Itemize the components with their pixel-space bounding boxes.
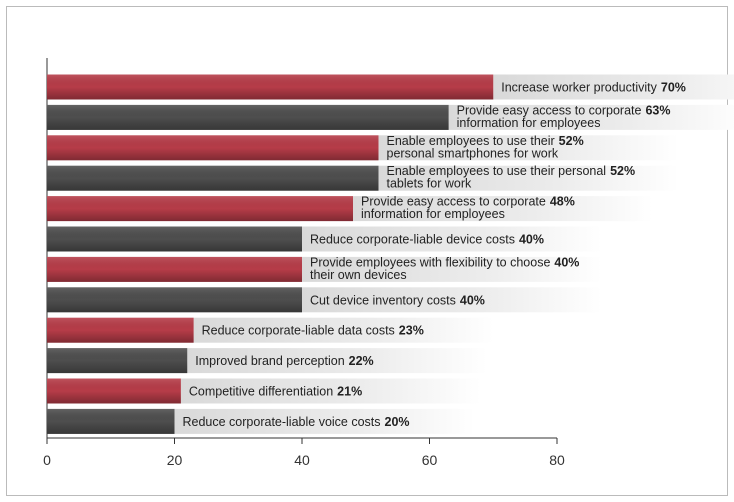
x-tick-label: 0 [43,452,51,468]
label-background [180,378,481,404]
label-background [174,408,475,434]
bar-label: Enable employees to use their 52% personal… [387,134,584,161]
bar-shade [47,104,449,130]
bar-label: Reduce corporate-liable device costs 40% [310,233,544,247]
bar-shade [47,165,379,191]
label-background [302,256,602,282]
bar-label: Competitive differentiation 21% [189,385,362,399]
value-label: 21% [337,385,362,399]
value-label: 23% [399,324,424,338]
label-background [302,226,602,252]
x-tick-label: 20 [167,452,183,468]
category-label: Provide easy access to corporate [457,103,642,117]
category-label: Provide easy access to corporate [361,195,546,209]
value-label: 40% [519,233,544,247]
label-background [448,104,734,130]
bar-label: Reduce corporate-liable voice costs 20% [183,415,410,429]
category-label: information for employees [457,116,601,130]
bar-label: Provide employees with flexibility to ch… [310,255,579,282]
category-label: Increase worker productivity [501,81,657,95]
category-label: tablets for work [387,177,473,191]
category-label: their own devices [310,268,407,282]
category-label: information for employees [361,207,505,221]
bar-label: Provide easy access to corporate 63% infor… [457,103,671,129]
label-background [302,287,602,313]
label-background [378,135,679,161]
label-background [193,317,494,343]
value-label: 20% [385,415,410,429]
x-tick-label: 40 [294,452,310,468]
value-label: 48% [550,195,575,209]
category-label: Enable employees to use their personal [387,164,607,178]
value-label: 70% [661,81,686,95]
bar-shade [47,135,379,161]
x-tick-label: 80 [549,452,565,468]
category-label: personal smartphones for work [387,146,559,160]
label-background [187,348,488,374]
bar-label: Reduce corporate-liable data costs 23% [202,324,424,338]
x-tick-label: 60 [422,452,438,468]
label-background [353,196,653,222]
label-background [378,165,679,191]
bar-shade [47,408,175,434]
value-label: 63% [645,103,670,117]
category-label: Improved brand perception [195,354,344,368]
label-background [493,74,734,100]
bar-label: Enable employees to use their personal 52… [387,164,636,191]
category-label: Enable employees to use their [387,134,555,148]
bar-shade [47,378,181,404]
bar-label: Improved brand perception 22% [195,354,373,368]
bar-label: Cut device inventory costs 40% [310,293,485,307]
category-label: Competitive differentiation [189,385,333,399]
bar-label: Increase worker productivity 70% [501,81,686,95]
bar-shade [47,287,302,313]
category-label: Reduce corporate-liable data costs [202,324,395,338]
bar-shade [47,348,188,374]
bar-shade [47,74,494,100]
value-label: 40% [554,255,579,269]
bar-shade [47,226,302,252]
category-label: Cut device inventory costs [310,293,456,307]
frame [6,6,728,496]
value-label: 52% [610,164,635,178]
category-label: Provide employees with flexibility to ch… [310,255,550,269]
bar-shade [47,317,194,343]
bar-shade [47,256,302,282]
value-label: 40% [460,293,485,307]
bar-shade [47,196,353,222]
category-label: Reduce corporate-liable voice costs [183,415,381,429]
category-label: Reduce corporate-liable device costs [310,233,515,247]
bar-label: Provide easy access to corporate 48% infor… [361,195,575,222]
value-label: 52% [559,134,584,148]
value-label: 22% [349,354,374,368]
